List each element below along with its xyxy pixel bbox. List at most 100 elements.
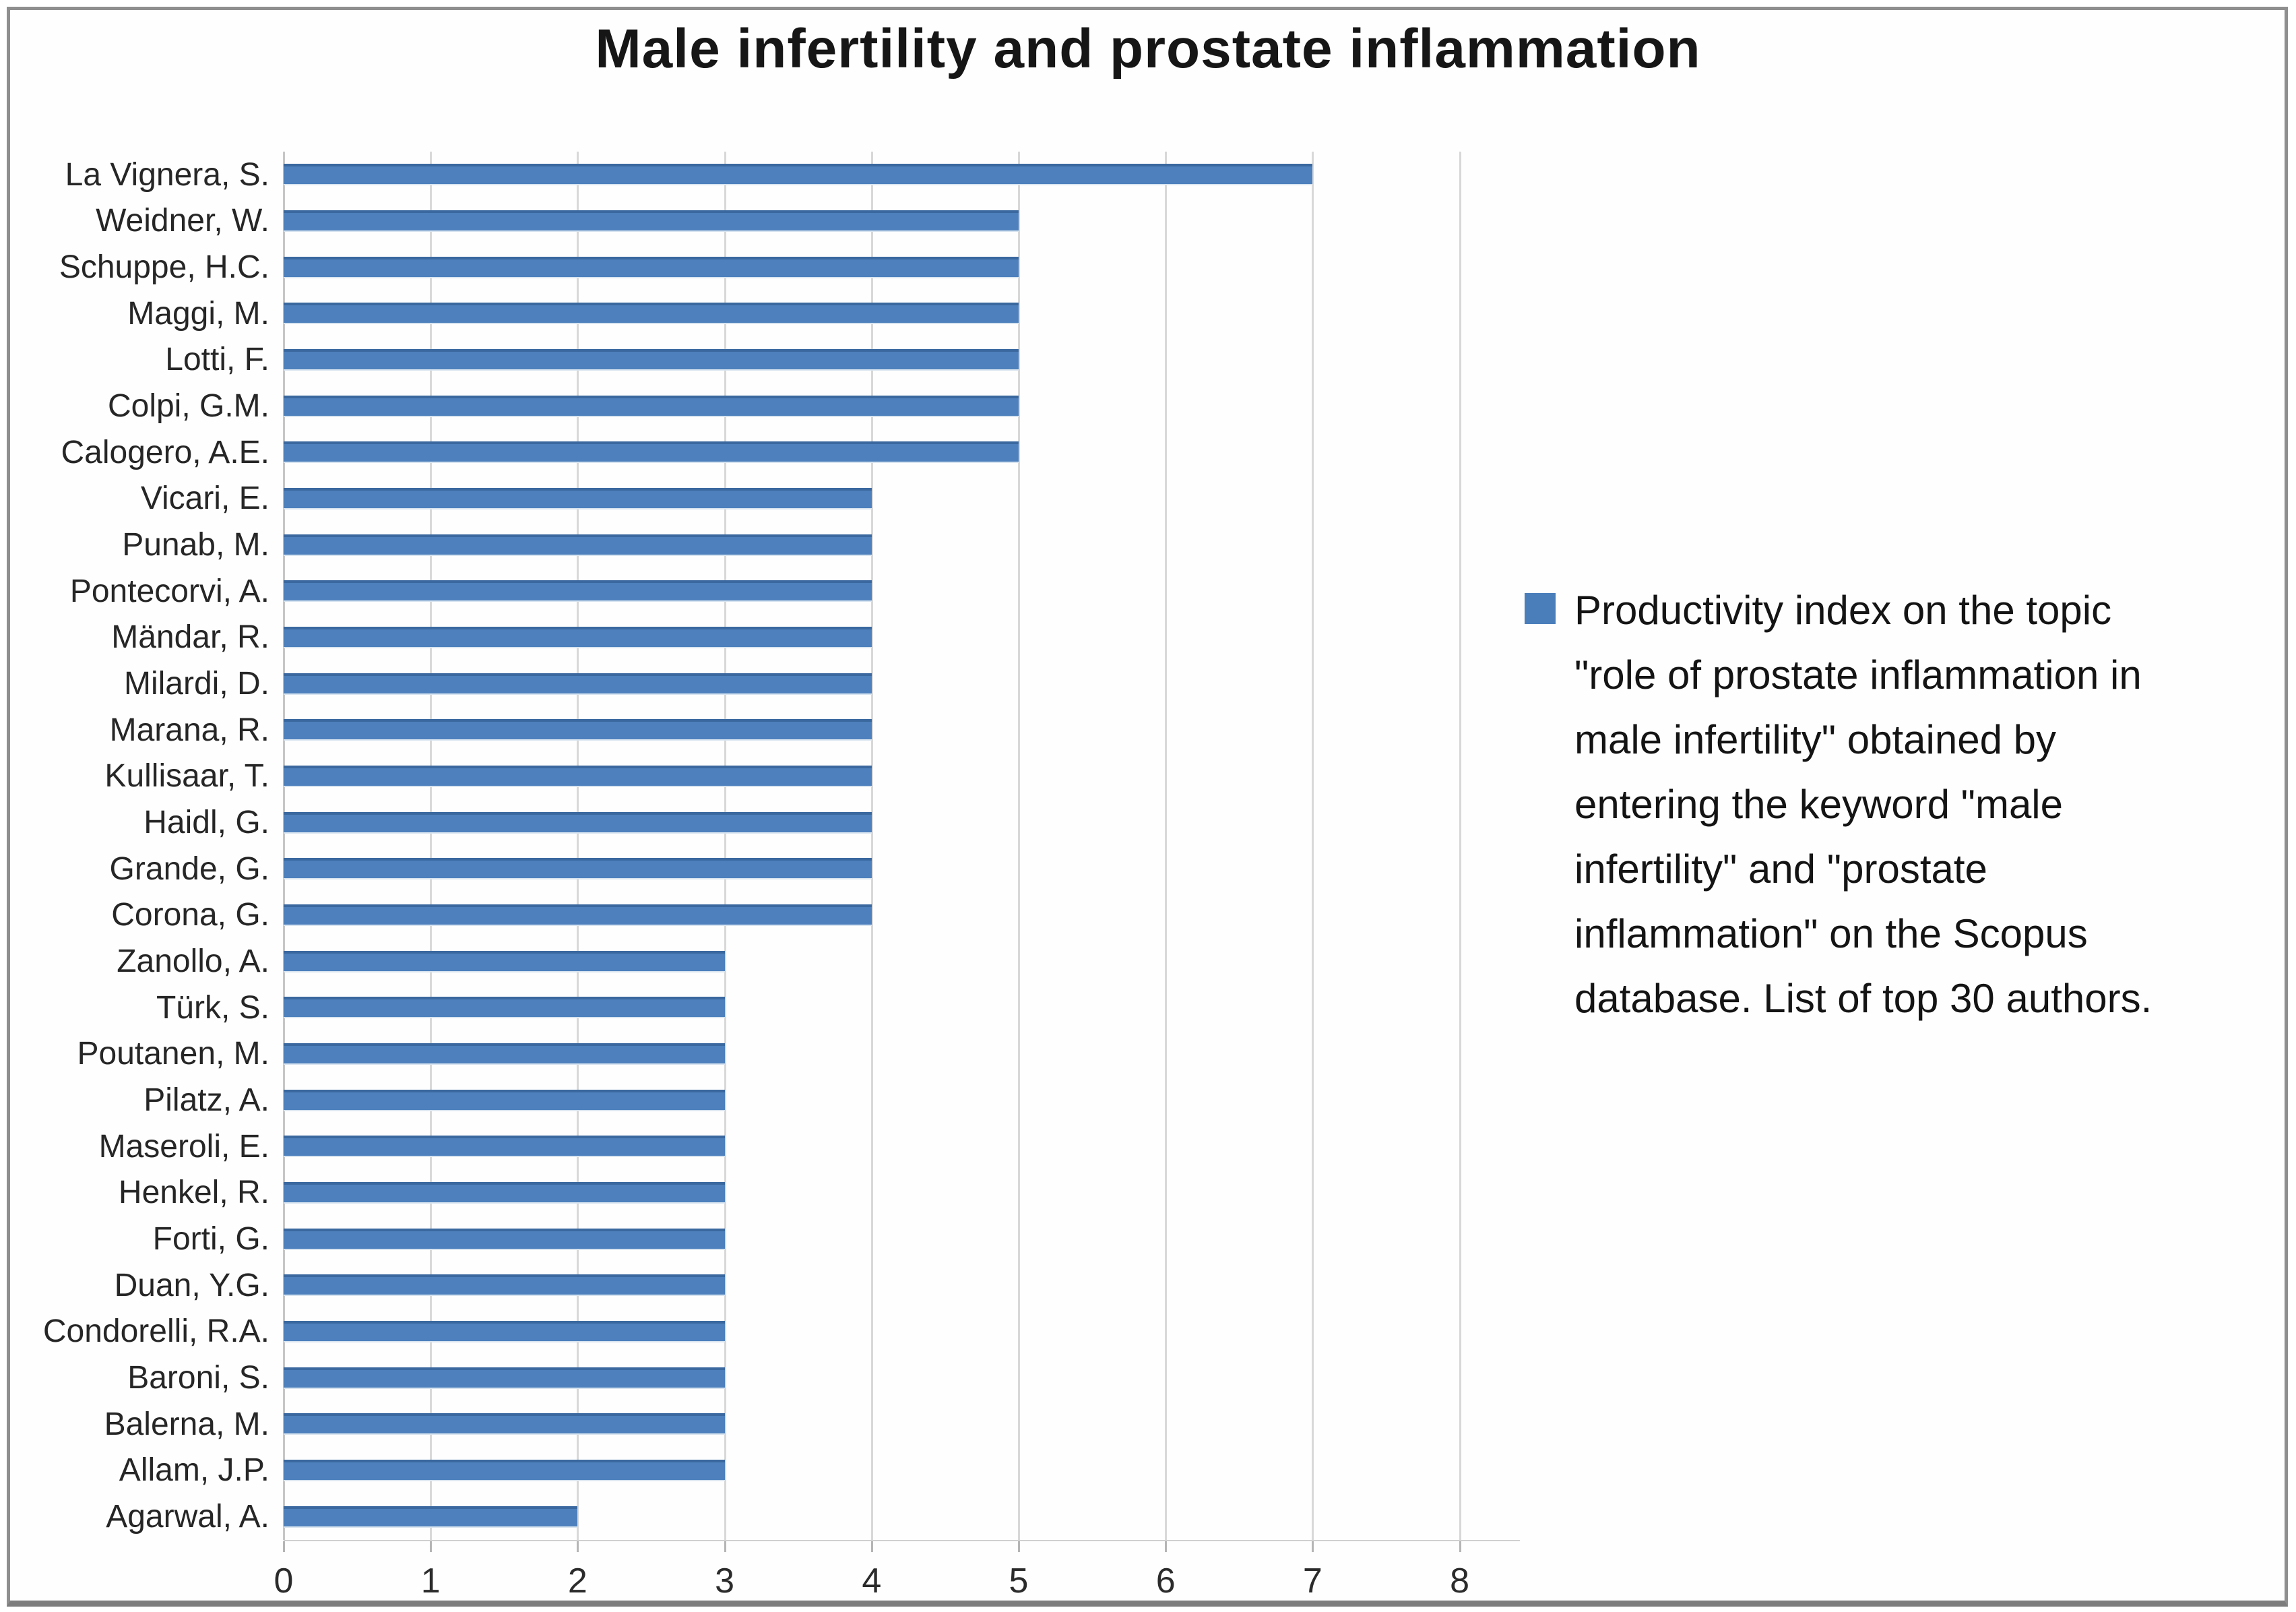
bar-row [284, 1123, 1520, 1170]
x-axis-tick-label: 0 [274, 1561, 294, 1601]
bar [284, 811, 872, 834]
y-axis-label: Türk, S. [156, 989, 269, 1026]
bar [284, 673, 872, 695]
y-axis-label: Milardi, D. [123, 666, 269, 702]
gridline-x-3 [724, 152, 726, 1540]
bar-row [284, 152, 1520, 198]
bar-row [284, 985, 1520, 1031]
plot-area [283, 152, 1520, 1540]
bar [284, 1136, 725, 1158]
x-axis-tick-label: 5 [1009, 1561, 1029, 1601]
bar-row [284, 938, 1520, 985]
bar [284, 1459, 725, 1481]
y-axis-label: Punab, M. [122, 527, 269, 563]
gridline-x-2 [577, 152, 579, 1540]
bar [284, 626, 872, 648]
bar [284, 210, 1019, 232]
bar-row [284, 1401, 1520, 1448]
bar [284, 303, 1019, 325]
y-axis-label: Lotti, F. [165, 342, 269, 378]
bar [284, 580, 872, 602]
bar-row [284, 337, 1520, 383]
bar [284, 719, 872, 741]
bar-row [284, 753, 1520, 800]
y-axis-label: Corona, G. [111, 897, 269, 933]
x-axis-tickmark [870, 1541, 873, 1552]
x-axis-tick-label: 3 [715, 1561, 735, 1601]
bar [284, 765, 872, 787]
gridline-x-7 [1312, 152, 1314, 1540]
bar [284, 487, 872, 509]
y-axis-label: Marana, R. [109, 712, 269, 748]
bar [284, 950, 725, 972]
bar [284, 348, 1019, 371]
bar-row [284, 198, 1520, 245]
x-axis-tick-label: 1 [420, 1561, 441, 1601]
chart-title: Male infertility and prostate inflammati… [595, 18, 1701, 80]
x-axis-tickmark [283, 1541, 285, 1552]
bar [284, 1228, 725, 1250]
y-axis-label: Zanollo, A. [117, 943, 269, 980]
bar-row [284, 892, 1520, 939]
bar [284, 441, 1019, 464]
bar [284, 1043, 725, 1065]
legend: Productivity index on the topic "role of… [1525, 578, 2205, 1031]
bar-row [284, 383, 1520, 429]
y-axis-label: Balerna, M. [104, 1406, 269, 1442]
bar-row [284, 1448, 1520, 1494]
y-axis-label: Pontecorvi, A. [69, 573, 269, 609]
x-axis-tickmark [430, 1541, 433, 1552]
y-axis-label: Haidl, G. [144, 805, 269, 841]
x-axis-tickmark [1459, 1541, 1461, 1552]
y-axis-label: Poutanen, M. [77, 1036, 269, 1072]
bar-row [284, 476, 1520, 522]
x-axis-tickmark [724, 1541, 726, 1552]
y-axis-label: Allam, J.P. [119, 1452, 269, 1489]
bar-row [284, 1355, 1520, 1401]
y-axis-label: Vicari, E. [140, 480, 269, 517]
bar [284, 395, 1019, 417]
y-axis-label: Forti, G. [152, 1221, 269, 1258]
y-axis-label: Maggi, M. [127, 295, 269, 332]
x-axis-tickmark [1165, 1541, 1168, 1552]
bar-row [284, 846, 1520, 892]
bar [284, 1181, 725, 1204]
legend-marker-icon [1525, 593, 1556, 624]
bar-row [284, 615, 1520, 661]
gridline-x-5 [1018, 152, 1020, 1540]
bar [284, 904, 872, 926]
bar-row [284, 1031, 1520, 1078]
x-axis-tick-label: 6 [1155, 1561, 1176, 1601]
x-axis-tickmark [1018, 1541, 1020, 1552]
x-axis-line [284, 1540, 1520, 1541]
gridline-x-0 [283, 152, 285, 1540]
bar [284, 1089, 725, 1111]
y-axis-label: Weidner, W. [96, 203, 269, 239]
y-axis-label: Kullisaar, T. [104, 758, 269, 795]
bar-row [284, 290, 1520, 337]
y-axis-label: Maseroli, E. [98, 1128, 269, 1165]
y-axis-label: Colpi, G.M. [107, 388, 269, 425]
x-axis-tick-label: 7 [1302, 1561, 1322, 1601]
y-axis-label: Condorelli, R.A. [42, 1313, 269, 1350]
gridline-x-8 [1459, 152, 1461, 1540]
gridline-x-4 [870, 152, 873, 1540]
y-axis-label: Schuppe, H.C. [59, 249, 269, 286]
bar [284, 534, 872, 556]
x-axis-tick-label: 2 [567, 1561, 587, 1601]
bar-row [284, 707, 1520, 753]
bar-row [284, 660, 1520, 707]
bar-row [284, 1493, 1520, 1540]
y-axis-label: Calogero, A.E. [61, 434, 269, 470]
bar [284, 1320, 725, 1342]
bar-row [284, 429, 1520, 476]
bar-row [284, 799, 1520, 846]
bar [284, 1274, 725, 1297]
bar-row [284, 568, 1520, 615]
y-axis-label: La Vignera, S. [65, 156, 269, 193]
bar [284, 997, 725, 1019]
gridline-x-6 [1165, 152, 1168, 1540]
y-axis-label: Grande, G. [109, 850, 269, 887]
y-axis-label: Pilatz, A. [144, 1082, 269, 1119]
